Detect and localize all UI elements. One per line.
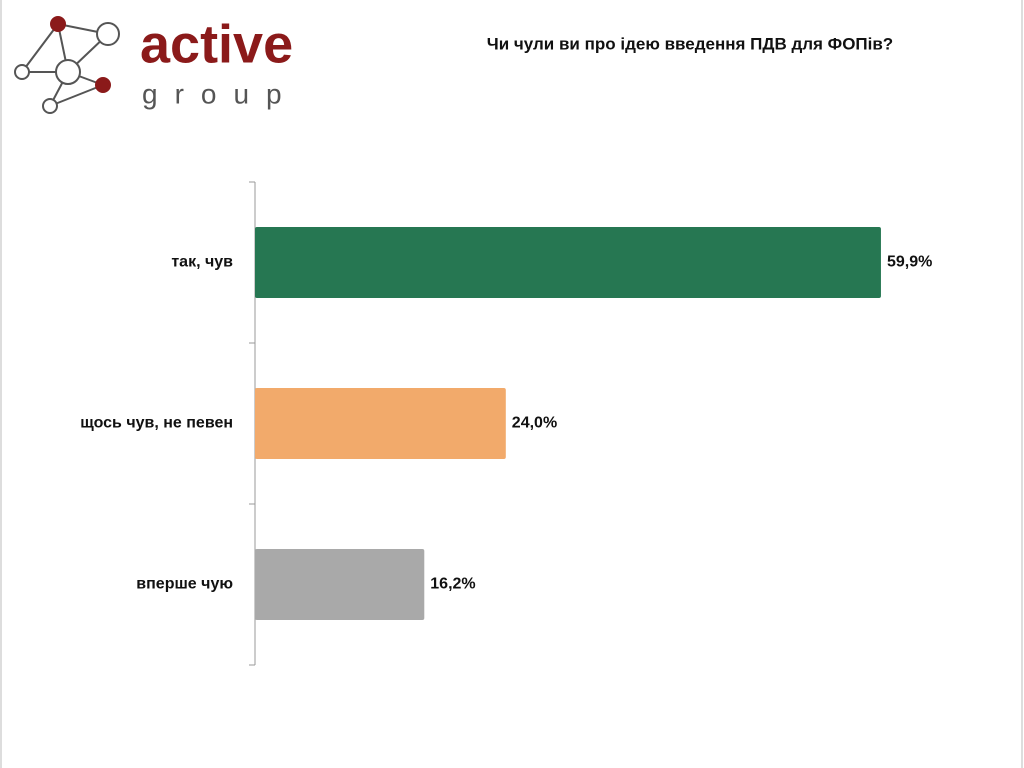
value-label: 59,9% [887,254,932,271]
logo-name: active [140,14,293,74]
bar [255,549,425,620]
logo-graphic [14,16,120,114]
value-label: 16,2% [430,576,475,593]
bar [255,388,506,459]
value-label: 24,0% [512,415,557,432]
category-label: вперше чую [136,576,233,593]
logo-tagline: group [142,78,299,109]
category-label: так, чув [171,254,233,271]
category-label: щось чув, не певен [80,415,233,432]
bar [255,227,881,298]
chart-title: Чи чули ви про ідею введення ПДВ для ФОП… [487,34,893,53]
